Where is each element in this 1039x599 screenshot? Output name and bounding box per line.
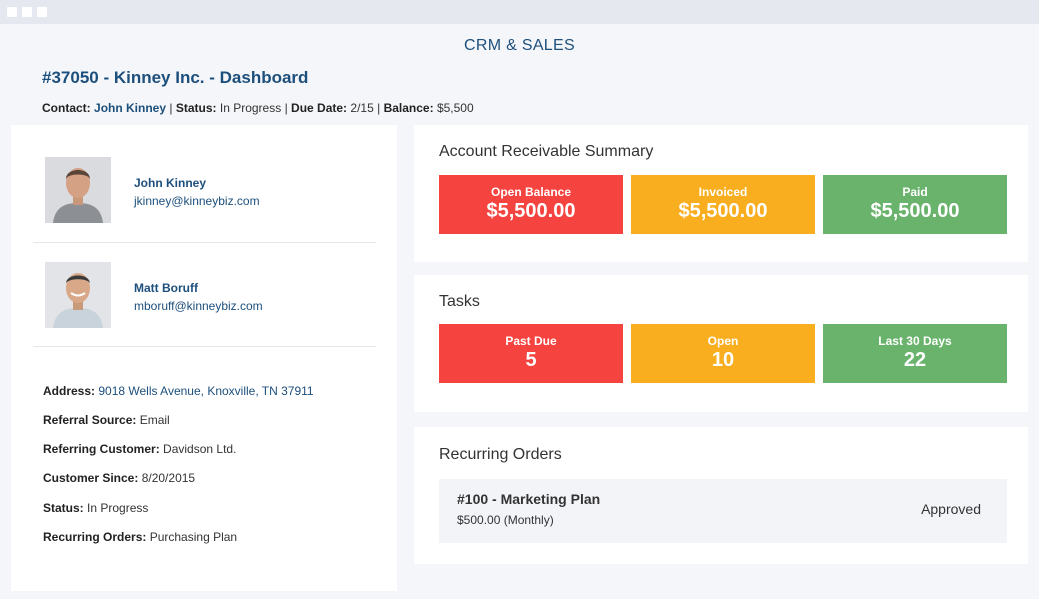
- tile-label: Open: [707, 334, 739, 348]
- ar-summary-card: Account Receivable Summary Open Balance …: [414, 125, 1028, 262]
- tile-label: Last 30 Days: [878, 334, 952, 348]
- tile-value: $5,500.00: [678, 200, 768, 222]
- tile-value: $5,500.00: [870, 200, 960, 222]
- contact-item[interactable]: Matt Boruff mboruff@kinneybiz.com: [43, 262, 363, 332]
- detail-value: Email: [139, 413, 170, 427]
- section-title: Account Receivable Summary: [439, 143, 654, 160]
- tile-open[interactable]: Open 10: [631, 324, 815, 383]
- contact-name[interactable]: Matt Boruff: [134, 281, 198, 295]
- contact-name[interactable]: John Kinney: [134, 176, 207, 190]
- tile-paid[interactable]: Paid $5,500.00: [823, 175, 1007, 234]
- tile-label: Past Due: [505, 334, 557, 348]
- divider: [33, 346, 376, 347]
- section-title: Tasks: [439, 293, 480, 310]
- order-name[interactable]: #100 - Marketing Plan: [457, 491, 601, 507]
- due-date-label: Due Date:: [291, 101, 348, 115]
- person-photo-icon: [45, 157, 111, 223]
- tile-label: Paid: [902, 185, 928, 199]
- detail-referring-customer: Referring Customer: Davidson Ltd.: [43, 442, 236, 456]
- separator: |: [169, 101, 173, 115]
- detail-customer-since: Customer Since: 8/20/2015: [43, 471, 195, 485]
- tile-open-balance[interactable]: Open Balance $5,500.00: [439, 175, 623, 234]
- contact-item[interactable]: John Kinney jkinney@kinneybiz.com: [43, 157, 363, 227]
- app-title: CRM & SALES: [464, 37, 575, 54]
- contact-label: Contact:: [42, 101, 91, 115]
- tile-past-due[interactable]: Past Due 5: [439, 324, 623, 383]
- order-status: Approved: [921, 501, 981, 517]
- tasks-card: Tasks Past Due 5 Open 10 Last 30 Days 22: [414, 275, 1028, 412]
- section-title: Recurring Orders: [439, 446, 562, 463]
- recurring-orders-card: Recurring Orders #100 - Marketing Plan $…: [414, 427, 1028, 564]
- detail-label: Address:: [43, 384, 96, 398]
- window-titlebar: [0, 0, 1039, 24]
- detail-referral-source: Referral Source: Email: [43, 413, 170, 427]
- app-window: CRM & SALES #37050 - Kinney Inc. - Dashb…: [0, 24, 1039, 599]
- detail-recurring-orders: Recurring Orders: Purchasing Plan: [43, 530, 237, 544]
- detail-label: Referral Source:: [43, 413, 137, 427]
- tile-value: 5: [525, 349, 537, 371]
- contact-email[interactable]: mboruff@kinneybiz.com: [134, 299, 263, 313]
- tile-label: Invoiced: [698, 185, 748, 199]
- balance-label: Balance:: [383, 101, 434, 115]
- contact-email[interactable]: jkinney@kinneybiz.com: [134, 194, 260, 208]
- due-date-value: 2/15: [350, 101, 374, 115]
- contact-link[interactable]: John Kinney: [94, 101, 167, 115]
- status-label: Status:: [175, 101, 217, 115]
- page-title: #37050 - Kinney Inc. - Dashboard: [42, 68, 309, 87]
- detail-label: Customer Since:: [43, 471, 139, 485]
- detail-label: Status:: [43, 501, 84, 515]
- detail-value: In Progress: [87, 501, 149, 515]
- detail-value: 8/20/2015: [141, 471, 196, 485]
- window-control-minimize[interactable]: [22, 7, 32, 17]
- detail-label: Recurring Orders:: [43, 530, 147, 544]
- tile-value: 10: [711, 349, 735, 371]
- avatar: [45, 262, 111, 328]
- status-value: In Progress: [219, 101, 282, 115]
- address-link[interactable]: 9018 Wells Avenue, Knoxville, TN 37911: [98, 384, 314, 398]
- divider: [33, 242, 376, 243]
- detail-status: Status: In Progress: [43, 501, 148, 515]
- order-price: $500.00 (Monthly): [457, 513, 554, 527]
- detail-value: Davidson Ltd.: [163, 442, 237, 456]
- avatar: [45, 157, 111, 223]
- tile-last-30-days[interactable]: Last 30 Days 22: [823, 324, 1007, 383]
- tile-value: 22: [903, 349, 927, 371]
- person-photo-icon: [45, 262, 111, 328]
- detail-address: Address: 9018 Wells Avenue, Knoxville, T…: [43, 384, 314, 398]
- window-control-maximize[interactable]: [37, 7, 47, 17]
- tile-label: Open Balance: [490, 185, 572, 199]
- order-row[interactable]: #100 - Marketing Plan $500.00 (Monthly) …: [439, 479, 1007, 543]
- tile-value: $5,500.00: [486, 200, 576, 222]
- detail-label: Referring Customer:: [43, 442, 160, 456]
- summary-meta-bar: Contact: John Kinney | Status: In Progre…: [42, 101, 474, 115]
- contact-details-card: John Kinney jkinney@kinneybiz.com Matt B…: [11, 125, 397, 591]
- detail-value: Purchasing Plan: [149, 530, 238, 544]
- window-control-close[interactable]: [7, 7, 17, 17]
- separator: |: [377, 101, 381, 115]
- separator: |: [284, 101, 288, 115]
- balance-value: $5,500: [436, 101, 474, 115]
- tile-invoiced[interactable]: Invoiced $5,500.00: [631, 175, 815, 234]
